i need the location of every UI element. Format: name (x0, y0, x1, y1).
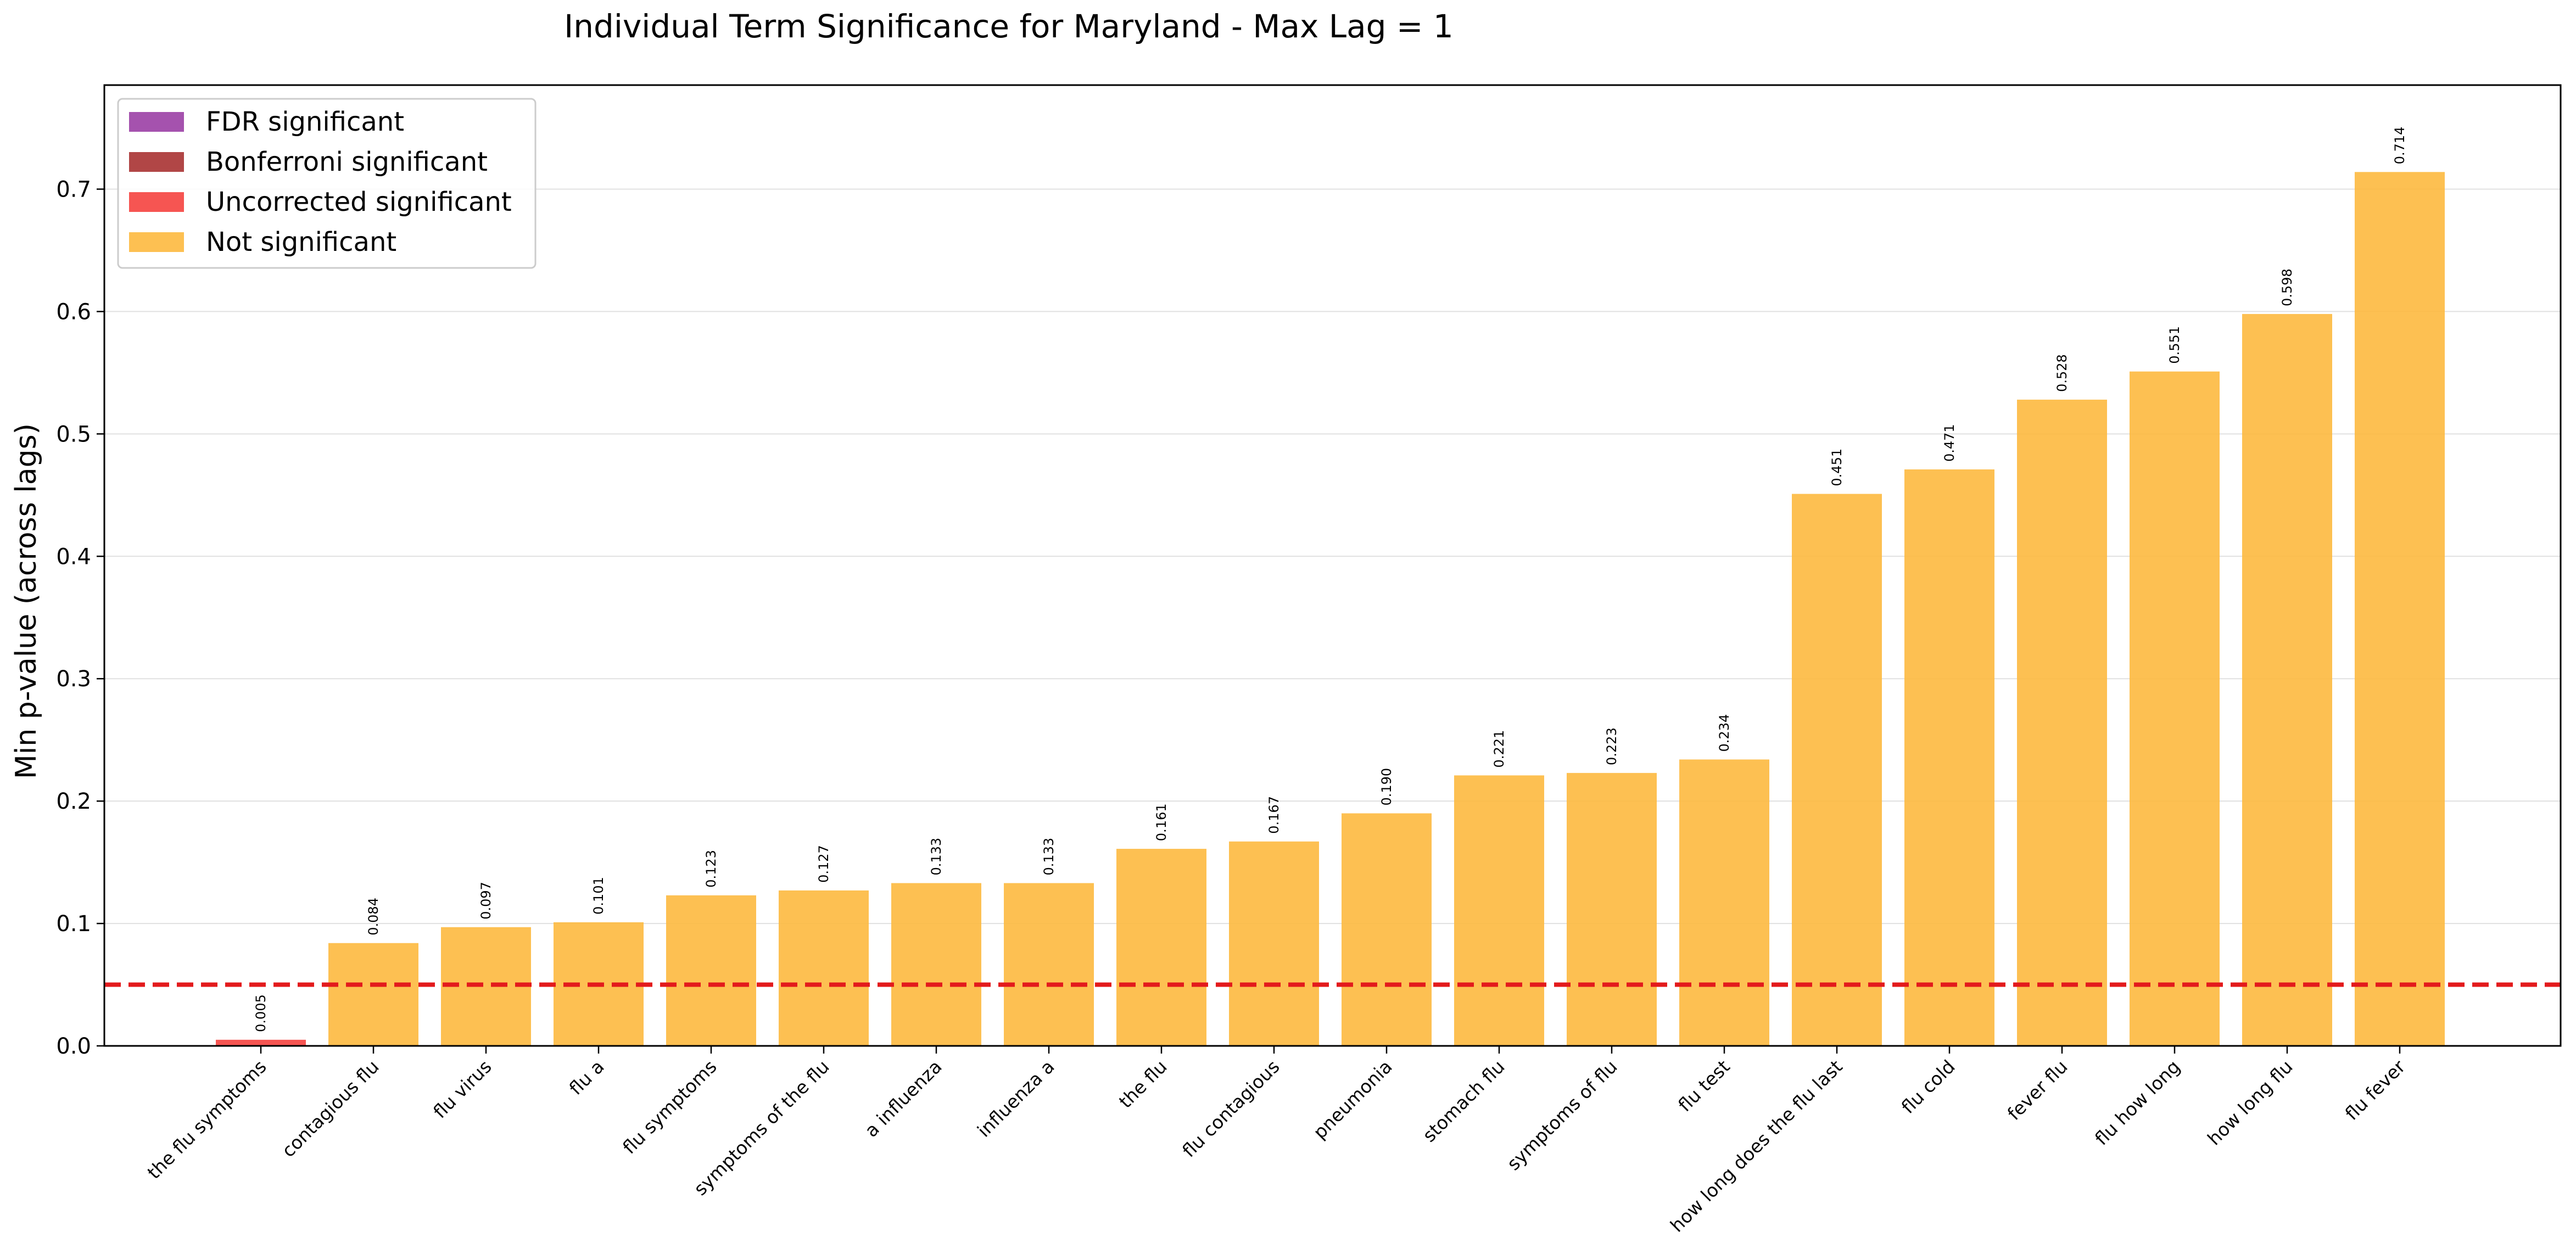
bar-value-label: 0.190 (1379, 768, 1394, 806)
bar (1116, 849, 1206, 1046)
x-tick-label: how long flu (2203, 1056, 2296, 1149)
x-tick-label: symptoms of flu (1502, 1056, 1621, 1174)
bar-value-label: 0.133 (1041, 838, 1057, 876)
bar (2355, 172, 2445, 1046)
bar-value-label: 0.161 (1154, 803, 1169, 841)
bar (1454, 775, 1544, 1046)
legend-label: Bonferroni significant (206, 147, 488, 177)
y-tick-label: 0.2 (56, 789, 91, 814)
y-tick-label: 0.0 (56, 1034, 91, 1059)
bar-value-label: 0.005 (253, 994, 269, 1032)
bar-value-label: 0.101 (591, 877, 606, 915)
bar (1004, 883, 1094, 1046)
bar-value-label: 0.221 (1491, 730, 1507, 768)
x-tick-label: flu how long (2091, 1056, 2184, 1149)
bar-value-label: 0.234 (1717, 714, 1732, 752)
y-tick-label: 0.1 (56, 911, 91, 937)
x-tick-label: flu symptoms (618, 1056, 720, 1158)
bar-value-label: 0.551 (2167, 326, 2182, 364)
bar-value-label: 0.451 (1829, 449, 1845, 486)
legend: FDR significant Bonferroni significant Unc… (117, 98, 537, 269)
bar (891, 883, 981, 1046)
x-tick-label: flu a (565, 1056, 608, 1099)
bar-value-label: 0.127 (816, 845, 831, 883)
bar-value-label: 0.167 (1266, 796, 1282, 834)
x-tick-label: influenza a (973, 1056, 1059, 1141)
bar-value-label: 0.097 (478, 882, 494, 920)
legend-swatch (129, 152, 184, 172)
legend-box (117, 98, 537, 269)
bar-value-label: 0.133 (929, 838, 944, 876)
bar (1567, 772, 1657, 1046)
x-tick-label: a influenza (860, 1056, 946, 1141)
x-tick-label: flu contagious (1178, 1056, 1283, 1161)
legend-swatch (129, 112, 184, 132)
bar (216, 1039, 306, 1046)
x-tick-label: contagious flu (277, 1056, 383, 1161)
y-tick-label: 0.5 (56, 422, 91, 447)
y-tick-label: 0.3 (56, 667, 91, 692)
bar-value-label: 0.598 (2279, 268, 2295, 306)
bar (1679, 759, 1769, 1046)
bar-value-label: 0.084 (366, 898, 381, 936)
x-tick-label: the flu (1115, 1056, 1171, 1112)
legend-swatch (129, 192, 184, 212)
y-tick-label: 0.7 (56, 177, 91, 202)
x-tick-label: fever flu (2003, 1056, 2072, 1124)
bar-value-label: 0.123 (703, 850, 719, 888)
bar (666, 895, 756, 1046)
chart-title: Individual Term Significance for Marylan… (564, 8, 1454, 45)
bar (328, 943, 418, 1046)
x-tick-label: flu test (1674, 1056, 1734, 1116)
bar-value-label: 0.714 (2392, 127, 2407, 165)
bar (1792, 494, 1882, 1046)
legend-swatch (129, 232, 184, 252)
x-tick-label: the flu symptoms (143, 1056, 271, 1183)
bar (1229, 841, 1319, 1046)
x-tick-label: stomach flu (1418, 1056, 1509, 1146)
y-tick-label: 0.4 (56, 544, 91, 569)
bar-value-label: 0.528 (2054, 354, 2070, 392)
bar-value-label: 0.471 (1942, 424, 1957, 462)
bar (1904, 469, 1994, 1046)
bar (2242, 313, 2332, 1046)
legend-label: Uncorrected significant (206, 187, 512, 217)
bar (779, 890, 869, 1046)
y-tick-label: 0.6 (56, 299, 91, 324)
x-tick-label: flu cold (1897, 1056, 1959, 1118)
bar-value-label: 0.223 (1604, 727, 1619, 765)
bar (2130, 371, 2220, 1046)
y-axis-label: Min p-value (across lags) (10, 423, 43, 779)
bar (2017, 399, 2107, 1046)
x-tick-label: flu fever (2341, 1056, 2410, 1124)
legend-label: Not significant (206, 227, 396, 257)
axes-frame (103, 84, 2562, 1047)
legend-label: FDR significant (206, 107, 404, 137)
bar (1342, 813, 1432, 1046)
x-tick-label: flu virus (429, 1056, 495, 1122)
x-tick-label: pneumonia (1309, 1056, 1396, 1143)
